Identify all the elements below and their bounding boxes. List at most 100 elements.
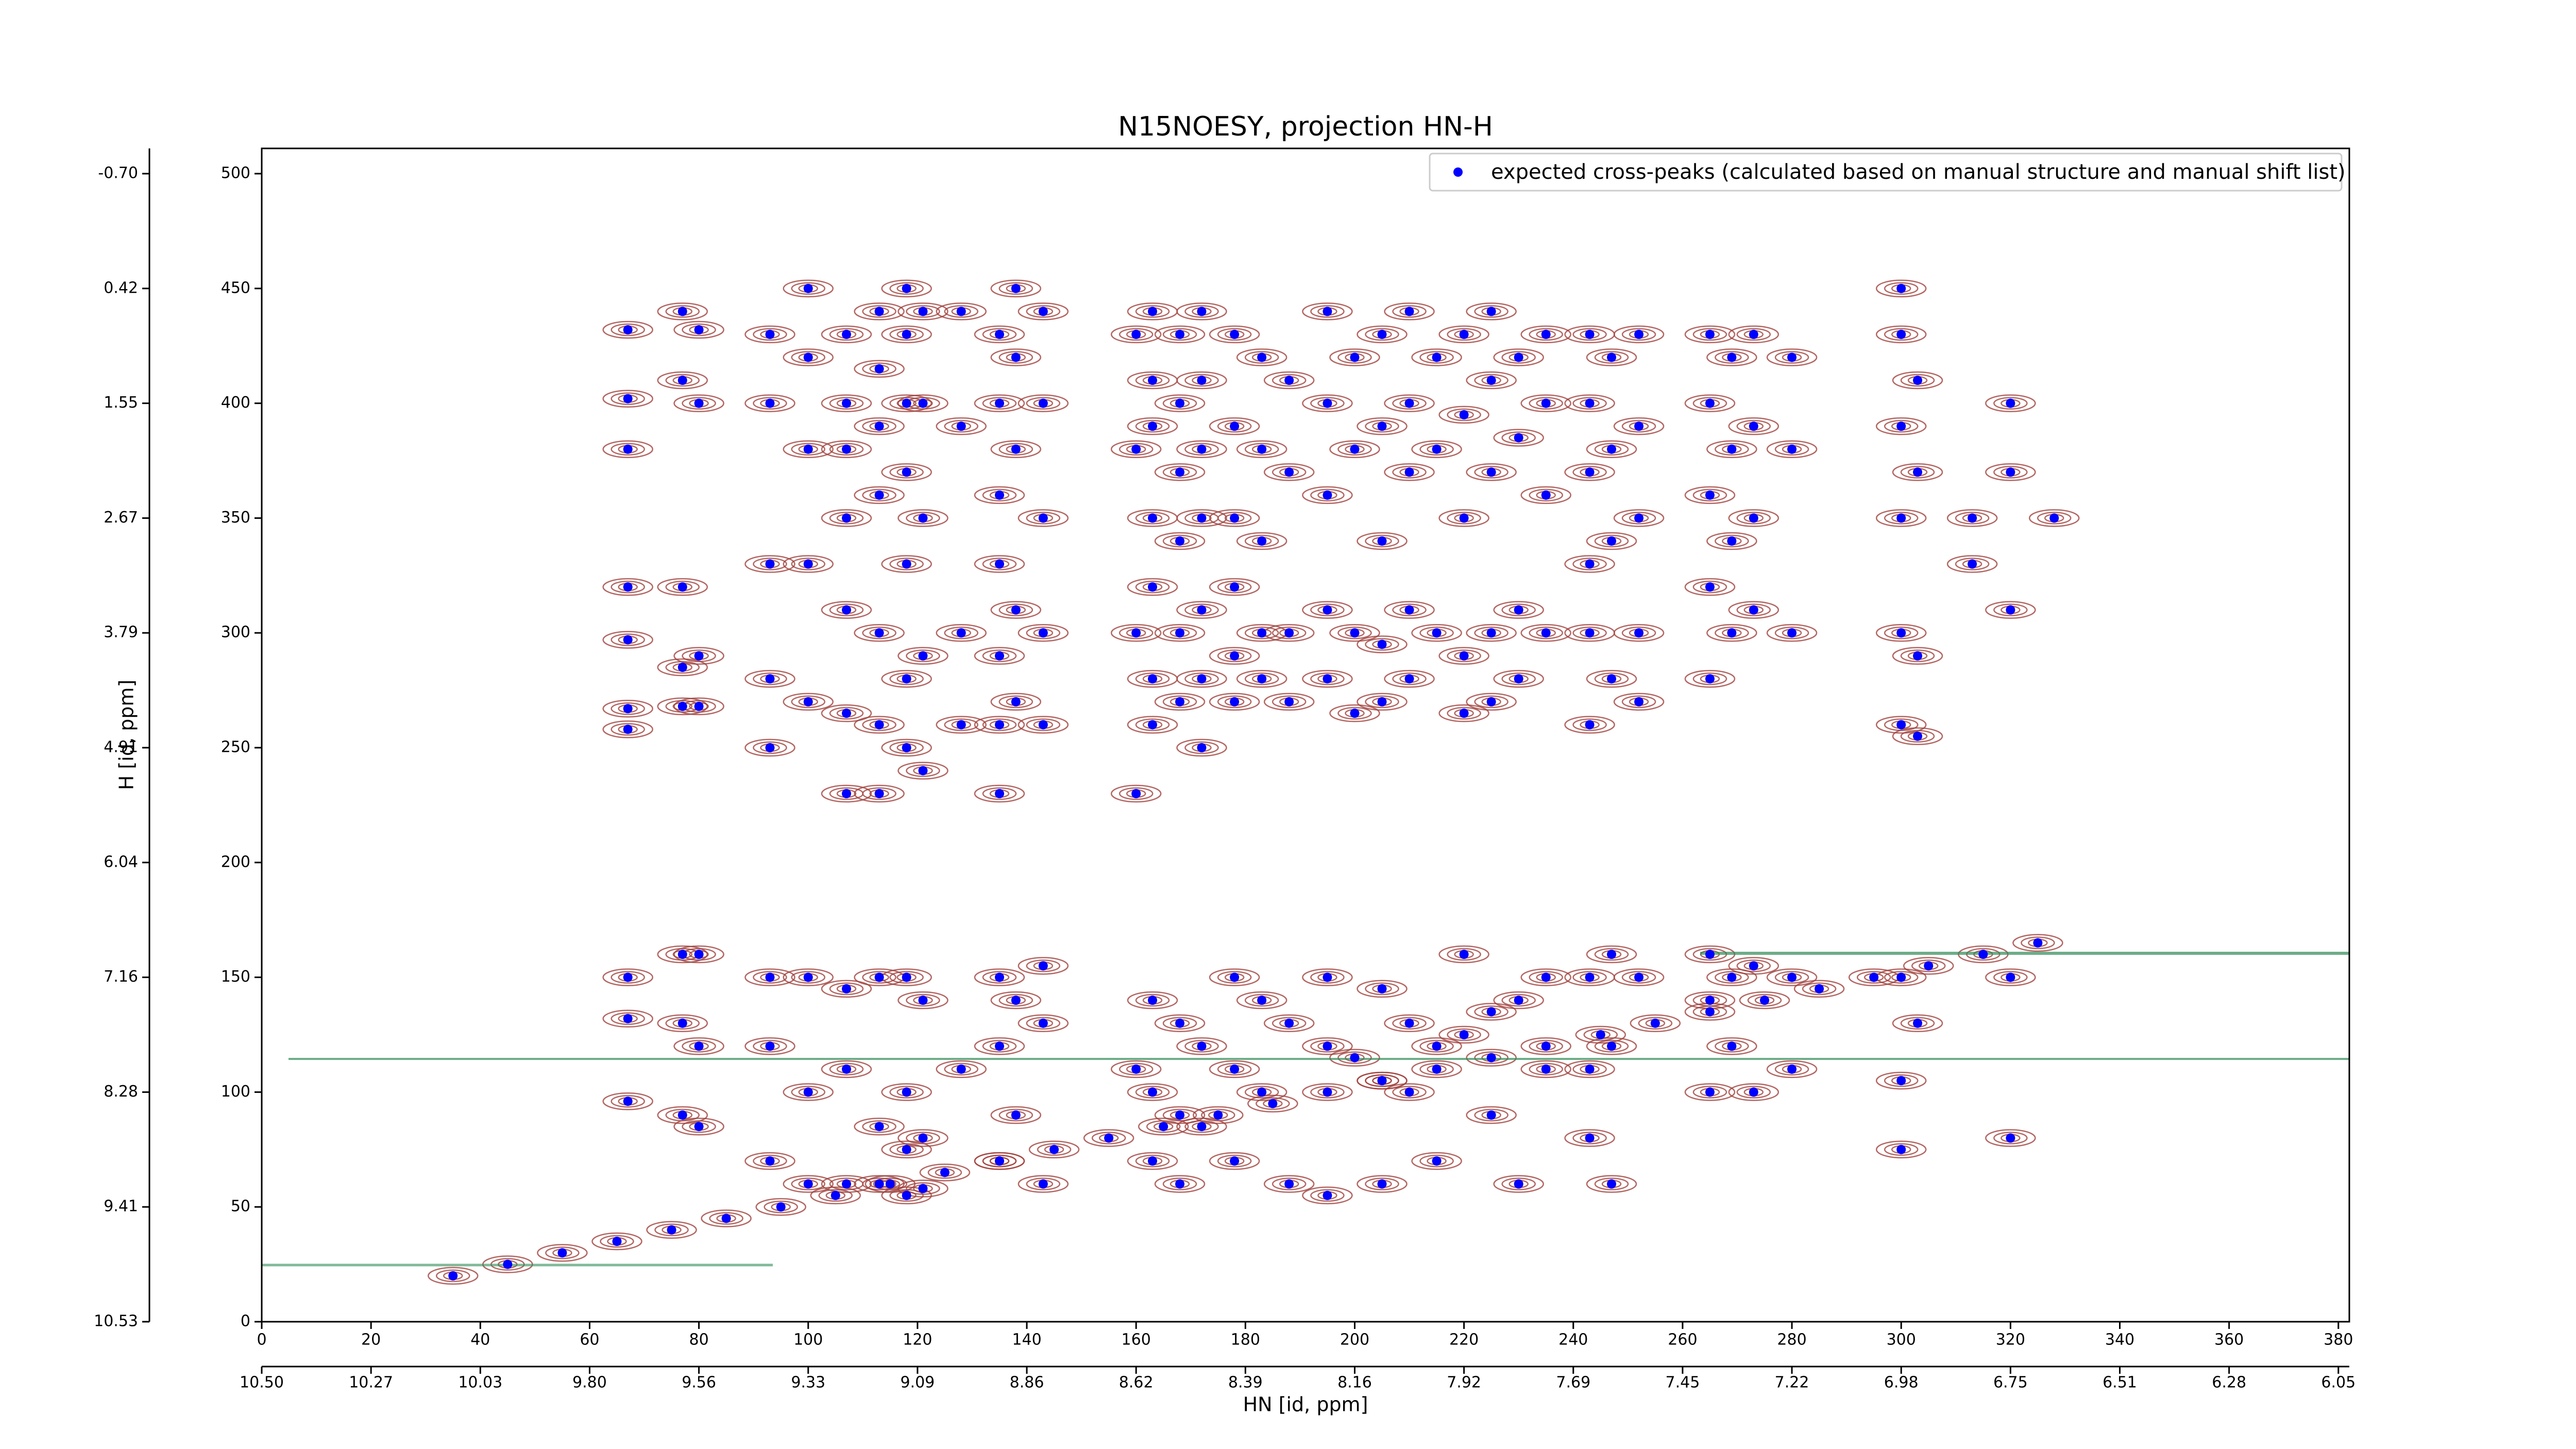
cross-peak — [841, 789, 851, 799]
contour — [1217, 580, 1252, 594]
cross-peak — [1257, 996, 1267, 1005]
x-tick-label: 380 — [2324, 1331, 2353, 1349]
ppm-x-tick-label: 6.05 — [2321, 1374, 2355, 1392]
cross-peak — [994, 1041, 1004, 1051]
contour — [1337, 1051, 1372, 1064]
contour — [1520, 394, 1571, 412]
contour — [1263, 1175, 1315, 1193]
cross-peak — [874, 789, 884, 799]
contour — [657, 945, 708, 964]
cross-peak — [1787, 972, 1797, 982]
contour — [1993, 397, 2028, 410]
contour — [1466, 1003, 1517, 1021]
contour — [1310, 603, 1345, 616]
cross-peak — [1377, 329, 1387, 339]
cross-peak — [1175, 1018, 1185, 1028]
cross-peak — [1607, 444, 1617, 454]
cross-peak — [1147, 674, 1157, 684]
contour — [829, 603, 864, 616]
cross-peak — [803, 444, 813, 454]
contour — [1392, 397, 1427, 410]
cross-peak — [1749, 961, 1758, 971]
contour — [1493, 670, 1544, 688]
cross-peak — [1257, 444, 1267, 454]
contour — [944, 305, 978, 318]
cross-peak — [1147, 307, 1157, 316]
cross-peak — [1038, 398, 1048, 408]
cross-peak — [1175, 1110, 1185, 1120]
contour — [783, 1083, 834, 1101]
contour — [854, 417, 905, 435]
contour — [982, 787, 1017, 800]
ppm-x-tick-label: 10.27 — [349, 1374, 393, 1392]
contour — [1384, 670, 1435, 688]
contour — [990, 991, 1042, 1009]
cross-peak — [1749, 422, 1758, 431]
cross-peak — [1968, 513, 1977, 523]
contour — [1209, 968, 1260, 986]
cross-peak — [1213, 1110, 1223, 1120]
contour — [665, 305, 700, 318]
contour — [791, 1086, 825, 1099]
cross-peak — [994, 720, 1004, 730]
cross-peak — [994, 490, 1004, 500]
contour — [1529, 971, 1563, 984]
ppm-y-tick-label: 4.91 — [104, 738, 138, 756]
cross-peak — [1323, 605, 1332, 615]
contour — [1501, 672, 1536, 685]
contour — [854, 624, 905, 642]
contour — [1875, 279, 1927, 298]
cross-peak — [1486, 1110, 1496, 1120]
cross-peak — [1257, 674, 1267, 684]
cross-peak — [1011, 996, 1021, 1005]
contour — [1900, 374, 1935, 387]
contour — [1310, 971, 1345, 984]
contour — [889, 1086, 924, 1099]
cross-peak — [1596, 1030, 1605, 1040]
cross-peak — [1749, 605, 1758, 615]
contour — [1501, 603, 1536, 616]
cross-peak — [1038, 720, 1048, 730]
contour — [791, 1177, 825, 1190]
contour — [1236, 440, 1287, 458]
contour — [783, 1175, 834, 1193]
cross-peak — [1486, 1053, 1496, 1063]
cross-peak — [956, 628, 966, 638]
cross-peak — [1585, 720, 1595, 730]
contour — [1176, 509, 1227, 527]
contour — [1384, 1083, 1435, 1101]
contour — [897, 762, 948, 780]
cross-peak — [765, 559, 775, 569]
cross-peak — [1404, 674, 1414, 684]
x-tick-label: 0 — [257, 1331, 266, 1349]
contour — [1209, 1152, 1260, 1170]
contour — [783, 555, 834, 573]
contour — [1209, 578, 1260, 596]
contour — [1176, 670, 1227, 688]
cross-peak — [1284, 467, 1294, 477]
contour — [1575, 1025, 1626, 1044]
contour — [897, 1129, 948, 1147]
contour — [657, 697, 708, 716]
legend: expected cross-peaks (calculated based o… — [1429, 153, 2346, 192]
contour — [1692, 672, 1727, 685]
contour — [1572, 718, 1607, 731]
contour — [1638, 1017, 1673, 1030]
contour — [783, 440, 834, 458]
contour — [1263, 371, 1315, 390]
cross-peak — [1607, 1179, 1617, 1189]
cross-peak — [1896, 1144, 1906, 1154]
contour — [1127, 1152, 1178, 1170]
contour — [602, 1092, 653, 1110]
cross-peak — [1284, 1179, 1294, 1189]
contour — [1272, 626, 1307, 639]
contour — [1384, 302, 1435, 321]
cross-peak — [902, 1144, 911, 1154]
contour — [1162, 466, 1197, 479]
contour — [889, 282, 924, 295]
cross-peak — [2006, 972, 2015, 982]
contour — [1766, 1060, 1818, 1079]
contour — [591, 1232, 642, 1251]
contour — [783, 693, 834, 711]
contour — [1244, 443, 1279, 456]
